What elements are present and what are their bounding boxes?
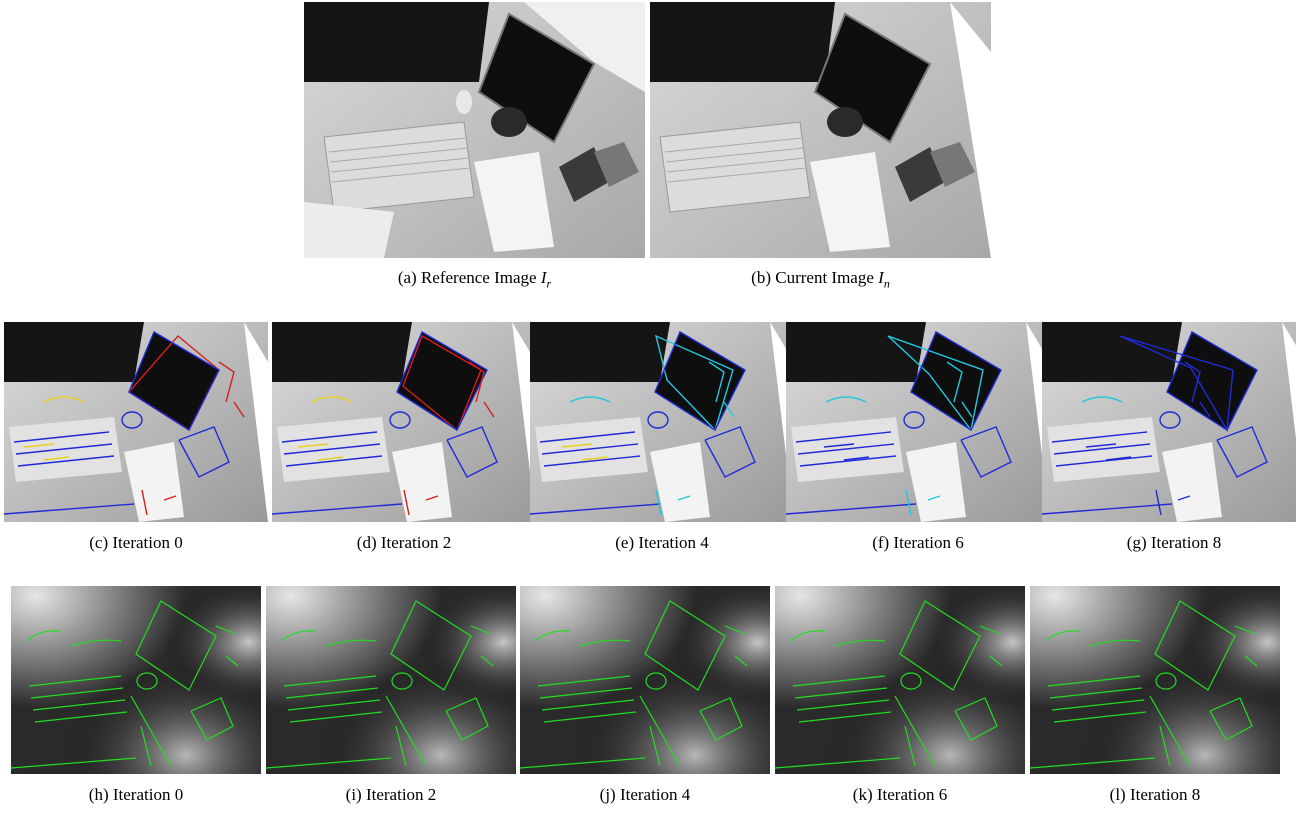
distance-transform-image: [520, 586, 770, 774]
edge-overlay-image: [530, 322, 794, 522]
subfigure-caption: (g) Iteration 8: [1126, 533, 1222, 552]
subfigure-caption: (j) Iteration 4: [599, 785, 691, 804]
distance-transform-image: [11, 586, 261, 774]
edge-overlay-image: [786, 322, 1050, 522]
subfigure-caption: (e) Iteration 4: [615, 533, 709, 552]
distance-transform-image: [266, 586, 516, 774]
edge-overlay-image: [1042, 322, 1296, 522]
current-image: [650, 2, 991, 258]
subfigure-caption: (d) Iteration 2: [356, 533, 452, 552]
subfigure-caption: (i) Iteration 2: [345, 785, 437, 804]
subfigure-caption: (h) Iteration 0: [88, 785, 184, 804]
reference-image: [304, 2, 645, 258]
subfigure-caption: (k) Iteration 6: [852, 785, 948, 804]
edge-overlay-image: [272, 322, 536, 522]
distance-transform-image: [1030, 586, 1280, 774]
subfigure-caption: (c) Iteration 0: [89, 533, 183, 552]
caption-a: (a) Reference Image Ir: [397, 268, 552, 291]
caption-b: (b) Current Image In: [751, 268, 890, 291]
distance-transform-image: [775, 586, 1025, 774]
subfigure-caption: (l) Iteration 8: [1109, 785, 1201, 804]
subfigure-caption: (f) Iteration 6: [872, 533, 964, 552]
edge-overlay-image: [4, 322, 268, 522]
